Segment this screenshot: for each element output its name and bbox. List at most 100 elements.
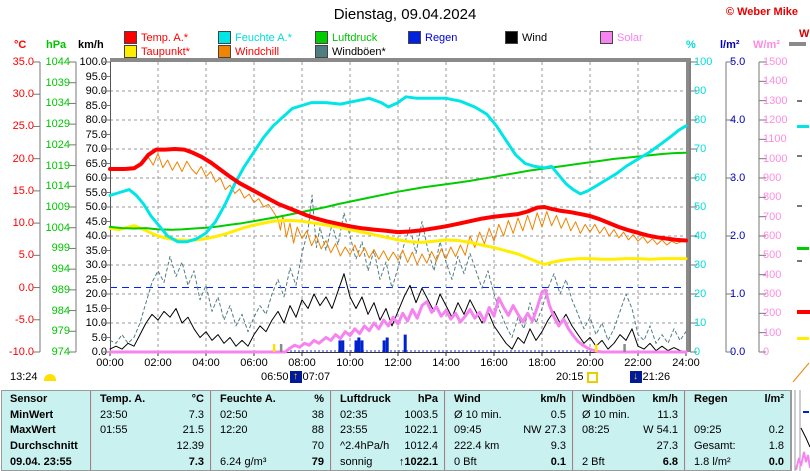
table-cell-value: 7.3 xyxy=(188,456,204,469)
tick-label: 90 xyxy=(694,85,707,97)
moonrise-time-label: 21:26 xyxy=(642,371,671,383)
table-cell-label: Ø 10 min. xyxy=(582,408,630,421)
tick-label: 0.0 xyxy=(18,281,34,294)
table-cell-value: 0.0 xyxy=(768,456,784,469)
legend-label: Feuchte A.* xyxy=(235,32,292,44)
rain-bar xyxy=(357,337,361,352)
legend-label: Luftdruck xyxy=(332,32,378,44)
legend-item-tempa[interactable]: Temp. A.* xyxy=(124,29,188,44)
tick-label: -10.0 xyxy=(8,346,34,358)
legend-item-windchill[interactable]: Windchill xyxy=(218,43,279,58)
legend-item-windben[interactable]: Windböen* xyxy=(315,43,386,58)
tick-label: 1034 xyxy=(45,97,70,110)
tick-label: 70.0 xyxy=(85,143,107,155)
time-tick-label: 12:00 xyxy=(384,357,412,369)
tick-label: 20 xyxy=(694,288,707,300)
table-cell-value: NW 27.3 xyxy=(523,424,566,437)
tick-label: 5.0 xyxy=(18,249,34,262)
next-chart-fragment xyxy=(789,42,806,46)
tick-label: 35.0 xyxy=(12,56,34,68)
legend-swatch xyxy=(315,45,328,58)
time-tick-label: 08:00 xyxy=(288,357,316,369)
table-cell-value: 1003.5 xyxy=(404,408,438,421)
table-col-name: Luftdruck xyxy=(340,392,391,405)
table-cell-label: 08:25 xyxy=(582,424,610,437)
tick-label: 80.0 xyxy=(85,114,107,126)
rain-bar xyxy=(382,340,386,352)
legend-swatch xyxy=(124,31,137,44)
tick-label: 0 xyxy=(694,346,701,358)
next-chart-fragment xyxy=(797,125,809,128)
moonset-marker-tick xyxy=(279,344,283,352)
tick-label: 50.0 xyxy=(85,201,107,213)
moon-time-row: 13:24 xyxy=(10,371,56,383)
axis-header-Wm: W/m² xyxy=(753,39,780,51)
tick-label: 55.0 xyxy=(85,186,107,199)
legend-item-taupunkt[interactable]: Taupunkt* xyxy=(124,43,190,58)
legend-item-regen[interactable]: Regen xyxy=(408,29,457,44)
tick-label: 10 xyxy=(694,317,707,329)
tick-label: 1019 xyxy=(45,159,70,172)
axis-header-lm: l/m² xyxy=(720,39,740,51)
table-row-label: MinWert xyxy=(10,408,54,421)
table-cell-value: 1022.1 xyxy=(404,424,438,437)
table-col-unit: km/h xyxy=(540,392,566,405)
table-cell-label: 02:35 xyxy=(340,408,368,421)
table-cell-label: sonnig xyxy=(340,456,373,469)
tick-label: 200 xyxy=(763,307,782,320)
sunset-marker-tick xyxy=(595,344,598,352)
series-solar xyxy=(108,288,688,354)
copyright-label: © Weber Mike xyxy=(725,6,798,18)
legend-item-feuchtea[interactable]: Feuchte A.* xyxy=(218,29,292,44)
table-cell-label: 222.4 km xyxy=(454,440,500,453)
legend-item-wind[interactable]: Wind xyxy=(505,29,547,44)
tick-label: 20.0 xyxy=(85,288,107,300)
tick-label: 30 xyxy=(694,259,707,271)
table-cell-value: 12.39 xyxy=(176,440,204,453)
rain-bar xyxy=(354,340,358,352)
tick-label: 95.0 xyxy=(85,70,107,83)
rain-bar xyxy=(341,340,345,352)
sunrise-marker-tick xyxy=(272,344,276,352)
tick-label: 1014 xyxy=(45,180,70,193)
tick-label: 60 xyxy=(694,172,707,184)
table-cell-value: 6.8 xyxy=(662,456,678,469)
sunrise-row: 06:50 ↑ 07:07 xyxy=(261,371,330,383)
next-chart-fragment xyxy=(792,362,810,383)
time-tick-label: 20:00 xyxy=(576,357,604,369)
series-wind xyxy=(109,273,687,353)
sunset-row: 20:15 ↓ 21:26 xyxy=(556,371,670,383)
legend-item-solar[interactable]: Solar xyxy=(600,29,643,44)
tick-label: 400 xyxy=(763,268,782,281)
tick-label: 974 xyxy=(51,346,70,358)
table-row-label: 09.04. 23:55 xyxy=(10,456,72,469)
sunrise-time-label: 06:50 xyxy=(261,371,289,383)
time-tick-label: 14:00 xyxy=(432,357,460,369)
tick-label: 10.0 xyxy=(85,317,107,329)
table-cell-label: 01:55 xyxy=(100,424,128,437)
table-cell-value: 1.8 xyxy=(768,440,784,453)
tick-label: 1044 xyxy=(45,56,70,68)
table-cell-value: 38 xyxy=(311,408,324,421)
sun-below-horizon-icon xyxy=(586,371,598,383)
table-cell-label: 09:25 xyxy=(694,424,722,437)
next-chart-axis-fragment-label: W xyxy=(799,28,810,40)
moonset-time-label: 07:07 xyxy=(302,371,331,383)
table-cell-label: Gesamt: xyxy=(694,440,736,453)
table-cell-label: 0 Bft xyxy=(454,456,477,469)
legend-item-luftdruck[interactable]: Luftdruck xyxy=(315,29,378,44)
table-col-name: Temp. A. xyxy=(100,392,146,405)
time-tick-label: 02:00 xyxy=(144,357,172,369)
next-chart-fragment xyxy=(797,205,802,207)
table-cell-label: Ø 10 min. xyxy=(454,408,502,421)
legend-label: Solar xyxy=(617,32,643,44)
tick-label: 984 xyxy=(51,304,70,317)
table-cell-value: 88 xyxy=(311,424,324,437)
tick-label: 1024 xyxy=(45,138,70,151)
table-col-unit: °C xyxy=(191,392,204,405)
legend-swatch xyxy=(408,31,421,44)
table-row-label: Durchschnitt xyxy=(10,440,78,453)
table-cell-label: 23:50 xyxy=(100,408,128,421)
tick-label: 3.0 xyxy=(730,172,746,184)
